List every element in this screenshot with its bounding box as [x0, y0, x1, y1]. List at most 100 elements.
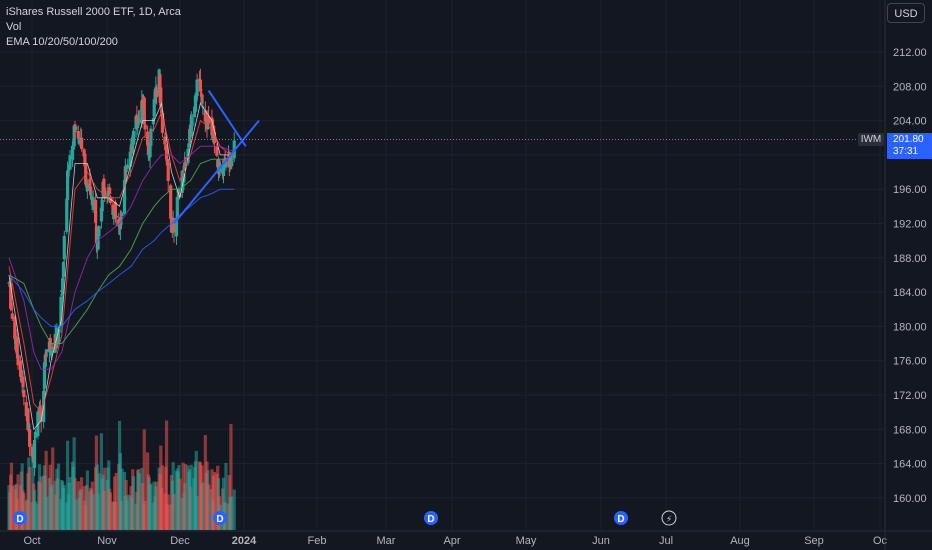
candle-body: [215, 146, 219, 156]
volume-bar: [212, 471, 217, 530]
volume-bar: [126, 494, 130, 530]
candle-body: [183, 162, 187, 171]
candle-body: [188, 128, 192, 142]
candle-body: [48, 338, 52, 351]
candle-body: [122, 179, 127, 214]
candle-body: [102, 178, 106, 193]
candle-body: [149, 128, 153, 146]
dividend-marker[interactable]: [614, 511, 628, 525]
candle-body: [166, 162, 170, 181]
volume-bar: [39, 476, 43, 530]
y-tick-label: 196.00: [893, 184, 927, 196]
volume-bar: [80, 477, 84, 530]
bar-countdown: 37:31: [893, 146, 919, 157]
candle-body: [114, 215, 118, 218]
candle-body: [36, 411, 40, 437]
volume-bar: [131, 476, 136, 530]
volume-bar: [142, 429, 146, 530]
volume-bar: [207, 484, 211, 530]
volume-bar: [189, 464, 193, 530]
candle-body: [165, 158, 169, 166]
candle-body: [85, 183, 89, 192]
candle-body: [7, 282, 11, 284]
candle-body: [118, 220, 122, 230]
candle-body: [62, 235, 66, 260]
volume-bar: [201, 482, 205, 530]
candle-body: [56, 329, 61, 343]
candle-body: [94, 199, 98, 223]
y-tick-label: 188.00: [893, 253, 927, 265]
candle-body: [9, 283, 13, 309]
legend-ema: EMA 10/20/50/100/200: [6, 36, 118, 48]
candle-body: [131, 130, 136, 145]
volume-bar: [160, 465, 165, 530]
candle-body: [187, 143, 191, 148]
candle-body: [100, 199, 104, 212]
volume-bar: [10, 486, 14, 530]
candle-body: [83, 153, 87, 167]
candle-body: [128, 151, 132, 167]
candle-body: [204, 121, 208, 124]
candle-body: [9, 308, 14, 310]
resistance-trendline[interactable]: [207, 90, 247, 147]
candle-body: [50, 351, 54, 353]
volume-bar: [229, 423, 233, 530]
dividend-marker[interactable]: [424, 511, 438, 525]
x-tick-label: Feb: [308, 535, 327, 547]
candle-body: [119, 217, 123, 220]
candle-body: [13, 317, 17, 340]
currency-button[interactable]: USD: [887, 3, 925, 23]
y-tick-label: 192.00: [893, 219, 927, 231]
volume-bar: [28, 467, 32, 530]
candle-body: [32, 439, 37, 468]
x-tick-label: Mar: [377, 535, 396, 547]
volume-bar: [114, 472, 118, 530]
volume-bar: [65, 440, 70, 530]
candle-body: [61, 262, 66, 277]
y-tick-label: 184.00: [893, 287, 927, 299]
candle-body: [70, 145, 75, 160]
x-tick-label: Aug: [730, 535, 750, 547]
candle-body: [203, 110, 207, 122]
ticker-label: IWM: [858, 133, 884, 146]
candle-body: [212, 126, 216, 137]
x-tick-label: 2024: [232, 535, 257, 547]
candle-body: [91, 197, 95, 210]
candle-body: [113, 202, 118, 218]
candle-body: [146, 142, 151, 156]
candle-body: [154, 87, 158, 92]
candle-body: [105, 194, 109, 196]
earnings-lightning-marker[interactable]: [661, 510, 677, 526]
lightning-icon: ⚡: [666, 515, 672, 525]
support-trendline[interactable]: [173, 119, 260, 225]
x-tick-label: May: [516, 535, 537, 547]
ema200-line: [8, 188, 235, 327]
candle-body: [51, 347, 55, 349]
volume-bar: [56, 463, 61, 530]
candle-body: [137, 119, 141, 122]
candle-body: [30, 446, 34, 457]
candle-body: [89, 186, 93, 196]
candle-body: [140, 100, 144, 124]
candle-body: [159, 87, 163, 107]
dividend-marker-label: D: [617, 514, 624, 525]
candle-body: [33, 431, 37, 438]
candle-body: [39, 411, 43, 422]
candle-body: [124, 169, 128, 172]
volume-bar: [85, 470, 89, 530]
candle-body: [177, 192, 181, 195]
volume-bar: [103, 467, 107, 530]
candle-body: [19, 377, 23, 381]
candle-body: [108, 187, 112, 194]
dividend-marker[interactable]: [213, 511, 227, 525]
candle-body: [72, 125, 76, 147]
volume-bar: [33, 501, 37, 530]
candle-body: [65, 170, 70, 201]
volume-bar: [224, 462, 228, 530]
candle-body: [112, 209, 116, 220]
x-tick-label: Jul: [659, 535, 673, 547]
dividend-marker[interactable]: [13, 511, 27, 525]
last-price: 201.80: [893, 134, 924, 145]
candle-body: [135, 115, 139, 124]
